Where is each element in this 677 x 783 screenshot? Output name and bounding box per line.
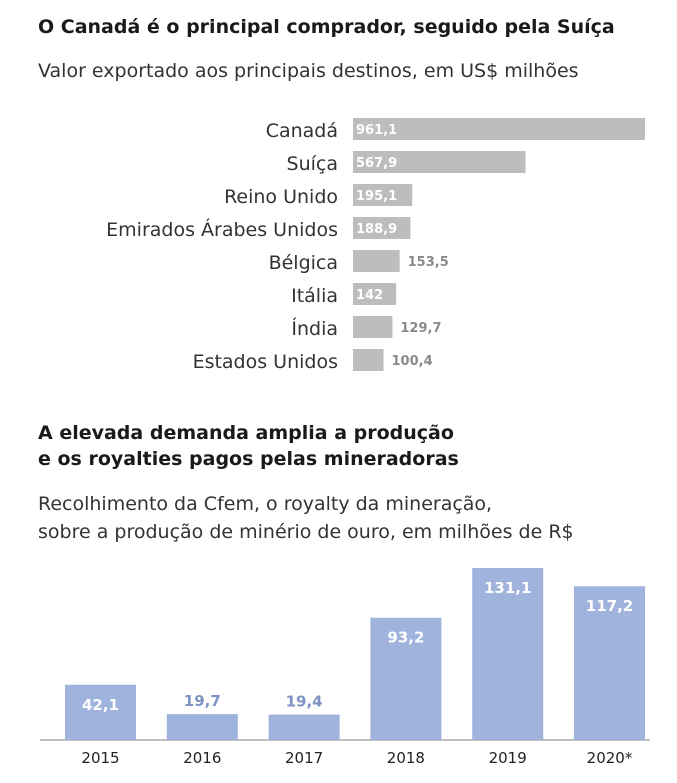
chart1-bar (353, 283, 397, 305)
chart2-value-label: 117,2 (586, 597, 633, 615)
chart2-category-label: 2020* (587, 749, 633, 767)
chart2-subtitle-line1: Recolhimento da Cfem, o royalty da miner… (38, 493, 493, 515)
chart2-category-label: 2015 (81, 749, 119, 767)
chart2-category-label: 2018 (387, 749, 425, 767)
chart1-value-label: 188,9 (356, 222, 397, 237)
chart1-bar (353, 118, 645, 140)
chart1-bar (353, 217, 411, 239)
chart2-title-line2: e os royalties pagos pelas mineradoras (38, 448, 459, 470)
chart1-bar (353, 316, 393, 338)
chart1-value-label: 100,4 (392, 354, 433, 369)
chart1-bar (353, 151, 526, 173)
chart1-value-label: 142 (356, 288, 383, 303)
chart1-category-label: Reino Unido (224, 186, 338, 208)
chart1-title: O Canadá é o principal comprador, seguid… (38, 16, 615, 38)
chart2-value-label: 93,2 (387, 629, 424, 647)
chart2-value-label: 131,1 (484, 579, 531, 597)
chart2-bar (370, 617, 442, 740)
chart1-subtitle: Valor exportado aos principais destinos,… (38, 60, 579, 82)
chart2-bar (166, 714, 238, 740)
chart2-category-label: 2017 (285, 749, 323, 767)
chart1-value-label: 195,1 (356, 189, 397, 204)
chart2-title-line1: A elevada demanda amplia a produção (38, 422, 454, 444)
chart1-category-label: Estados Unidos (193, 351, 338, 373)
chart1-category-label: Suíça (287, 153, 338, 175)
chart2-value-label: 19,7 (184, 692, 221, 710)
chart1-bar (353, 349, 384, 371)
chart2-category-label: 2016 (183, 749, 221, 767)
chart1-value-label: 153,5 (408, 255, 449, 270)
chart2-subtitle-line2: sobre a produção de minério de ouro, em … (38, 521, 574, 543)
chart2-bar (574, 586, 645, 740)
chart2-bar (472, 568, 544, 740)
chart2-value-label: 42,1 (82, 696, 119, 714)
chart1-category-label: Itália (291, 285, 338, 307)
chart2-bar (65, 684, 136, 740)
chart1-category-label: Índia (291, 317, 338, 340)
chart1-value-label: 567,9 (356, 156, 397, 171)
chart2-bar (268, 714, 340, 740)
chart1-bar (353, 250, 400, 272)
chart1-category-label: Emirados Árabes Unidos (106, 218, 338, 241)
chart1-value-label: 961,1 (356, 123, 397, 138)
chart2-value-label: 19,4 (286, 693, 323, 711)
chart1-value-label: 129,7 (400, 321, 441, 336)
chart1-category-label: Bélgica (269, 252, 338, 274)
chart1-bar (353, 184, 413, 206)
chart2-category-label: 2019 (489, 749, 527, 767)
chart1-category-label: Canadá (266, 120, 338, 142)
